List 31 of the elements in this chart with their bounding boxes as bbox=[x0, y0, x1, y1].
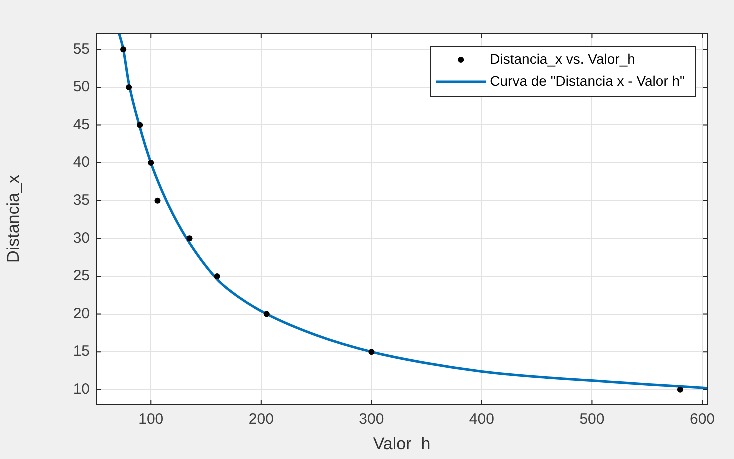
point bbox=[214, 273, 220, 280]
x-tick-label: 400 bbox=[469, 411, 494, 428]
y-tick-label: 55 bbox=[73, 40, 90, 58]
y-tick-label: 10 bbox=[73, 381, 90, 398]
line-series bbox=[118, 33, 708, 390]
point bbox=[677, 386, 684, 393]
y-axis-title: Distancia_x bbox=[4, 174, 23, 263]
legend-label: Distancia_x vs. Valor_h bbox=[490, 50, 636, 67]
x-tick-label: 200 bbox=[248, 411, 274, 428]
x-axis-title: Valor h bbox=[373, 434, 431, 454]
x-tick-label: 300 bbox=[359, 411, 384, 428]
x-tick-label: 600 bbox=[690, 411, 715, 428]
y-tick-label: 40 bbox=[73, 154, 90, 172]
y-tick-label: 45 bbox=[73, 116, 90, 134]
point bbox=[126, 84, 132, 90]
y-tick-label: 35 bbox=[73, 192, 90, 209]
point bbox=[154, 198, 161, 204]
point bbox=[148, 160, 154, 166]
point bbox=[120, 46, 127, 53]
point bbox=[186, 236, 193, 242]
y-tick-label: 25 bbox=[73, 268, 90, 285]
y-tick-label: 30 bbox=[73, 230, 90, 247]
x-tick-label: 500 bbox=[580, 411, 605, 428]
y-tick-label: 50 bbox=[73, 78, 90, 96]
legend-label: Curva de "Distancia x - Valor h" bbox=[490, 72, 686, 89]
x-tick-label: 100 bbox=[138, 411, 164, 428]
point bbox=[137, 122, 144, 128]
point bbox=[264, 311, 270, 318]
y-tick-label: 20 bbox=[73, 305, 90, 322]
point bbox=[368, 349, 375, 356]
y-tick-label: 15 bbox=[73, 343, 90, 360]
